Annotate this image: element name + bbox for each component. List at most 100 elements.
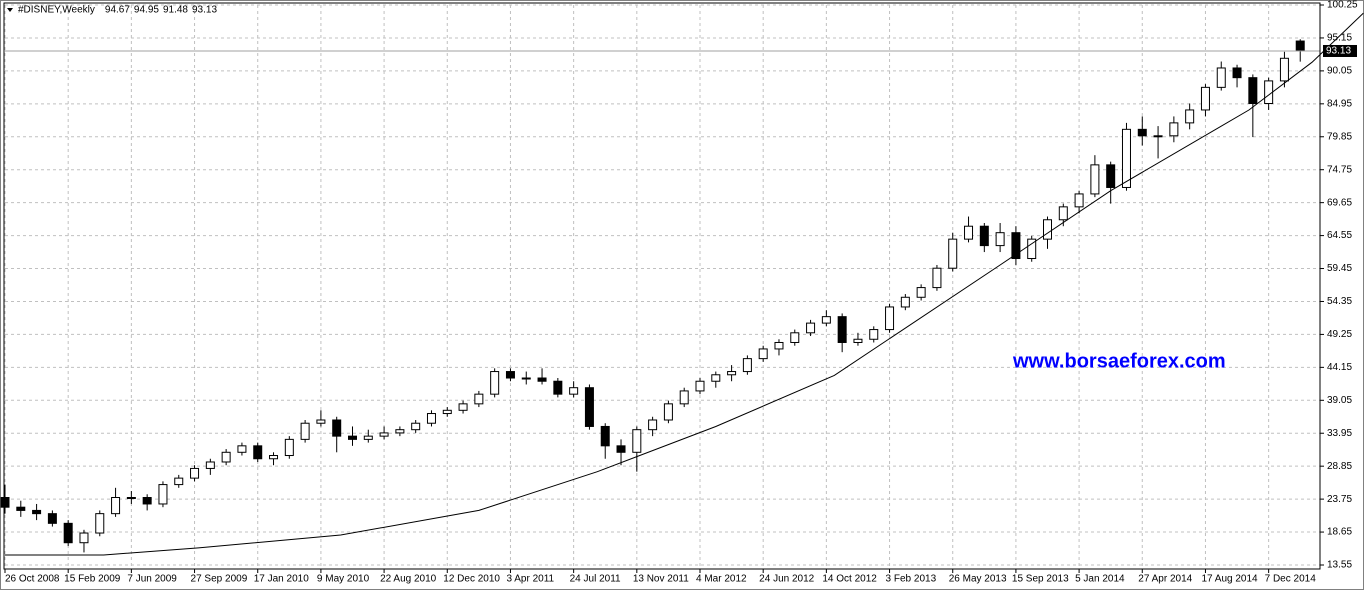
y-tick-label: 64.55 [1327, 230, 1352, 241]
y-tick-label: 33.95 [1327, 428, 1352, 439]
candle-body [332, 419, 342, 437]
grid [4, 4, 1320, 569]
candle-body [537, 377, 547, 382]
chart-title: #DISNEY,Weekly [18, 5, 95, 16]
candle-body [1074, 193, 1084, 208]
x-tick-label: 7 Jun 2009 [127, 574, 177, 585]
candle-body [727, 371, 737, 376]
candle-body [426, 413, 436, 424]
candle-body [695, 380, 705, 392]
candle-body [158, 484, 168, 505]
x-tick-label: 14 Oct 2012 [822, 574, 877, 585]
y-tick-label: 84.95 [1327, 98, 1352, 109]
candle-body [379, 432, 389, 437]
candle-body [79, 532, 89, 544]
trend-curve [5, 12, 1364, 556]
candle-body [932, 267, 942, 289]
y-tick-label: 44.15 [1327, 362, 1352, 373]
price-tag-label: 93.13 [1326, 46, 1351, 57]
candle-body [1137, 128, 1147, 137]
candle-body [442, 409, 452, 415]
candle-body [221, 451, 231, 463]
candle-body [16, 506, 26, 511]
y-tick-label: 69.65 [1327, 197, 1352, 208]
y-tick-label: 28.85 [1327, 461, 1352, 472]
candle-body [774, 341, 784, 350]
x-tick-label: 22 Aug 2010 [380, 574, 437, 585]
candle-body [490, 371, 500, 395]
candle-body [600, 425, 610, 447]
menu-arrow [7, 8, 13, 12]
candle-body [1011, 232, 1021, 260]
candle-body [584, 387, 594, 427]
candle-body [632, 429, 642, 453]
candle-body [1169, 122, 1179, 137]
candle-body [1264, 80, 1274, 105]
candle-body [806, 322, 816, 334]
candle-body [1279, 57, 1289, 82]
candle-body [995, 232, 1005, 247]
y-tick-label: 39.05 [1327, 395, 1352, 406]
y-tick-label: 100.25 [1327, 0, 1358, 11]
candle-body [1153, 135, 1163, 138]
x-tick-label: 27 Apr 2014 [1138, 574, 1192, 585]
x-tick-label: 17 Aug 2014 [1201, 574, 1258, 585]
candle-body [916, 287, 926, 298]
candle-body [253, 445, 263, 460]
candle-body [569, 387, 579, 395]
candle-body [1248, 77, 1258, 105]
x-tick-label: 5 Jan 2014 [1075, 574, 1125, 585]
candle-body [1216, 67, 1226, 88]
y-tick-label: 23.75 [1327, 494, 1352, 505]
candle-body [648, 419, 658, 431]
candle-body [47, 513, 57, 524]
x-tick-label: 24 Jun 2012 [759, 574, 814, 585]
candle-body [964, 225, 974, 240]
candle-body [869, 329, 879, 340]
candle-body [300, 422, 310, 440]
candle-body [395, 429, 405, 434]
x-tick-label: 27 Sep 2009 [191, 574, 248, 585]
candle-body [979, 225, 989, 247]
x-tick-label: 15 Sep 2013 [1012, 574, 1069, 585]
candle-body [32, 509, 42, 515]
candle-body [679, 390, 689, 405]
y-tick-label: 90.05 [1327, 66, 1352, 77]
y-tick-label: 74.75 [1327, 164, 1352, 175]
candle-body [553, 380, 563, 395]
candle-body [948, 238, 958, 269]
y-tick-label: 49.25 [1327, 329, 1352, 340]
candle-body [885, 306, 895, 331]
candle-body [348, 435, 358, 440]
candle-body [126, 497, 136, 500]
y-tick-label: 95.15 [1327, 33, 1352, 44]
candle-body [900, 296, 910, 308]
header-close: 93.13 [192, 5, 217, 16]
plot [0, 12, 1364, 556]
price-tag [1323, 44, 1357, 57]
candle-body [142, 497, 152, 505]
candle-body [1121, 128, 1131, 188]
x-tick-label: 3 Apr 2011 [506, 574, 554, 585]
candle-body [663, 403, 673, 421]
x-tick-label: 17 Jan 2010 [254, 574, 309, 585]
candle-body [742, 358, 752, 373]
candle-body [63, 522, 73, 544]
candle-body [1185, 109, 1195, 124]
candle-body [474, 393, 484, 405]
candle-body [758, 348, 768, 360]
candle-body [111, 497, 121, 515]
x-tick-label: 13 Nov 2011 [633, 574, 689, 585]
y-tick-label: 13.55 [1327, 560, 1352, 571]
x-tick-label: 24 Jul 2011 [570, 574, 621, 585]
header-high: 94.95 [134, 5, 159, 16]
candle-body [505, 371, 515, 379]
candle-body [269, 455, 279, 460]
y-tick-label: 54.35 [1327, 296, 1352, 307]
candle-body [711, 374, 721, 382]
candle-body [205, 461, 215, 469]
x-tick-label: 26 May 2013 [949, 574, 1007, 585]
candle-body [616, 445, 626, 453]
candle-body [1027, 238, 1037, 260]
candle-body [1295, 40, 1305, 52]
